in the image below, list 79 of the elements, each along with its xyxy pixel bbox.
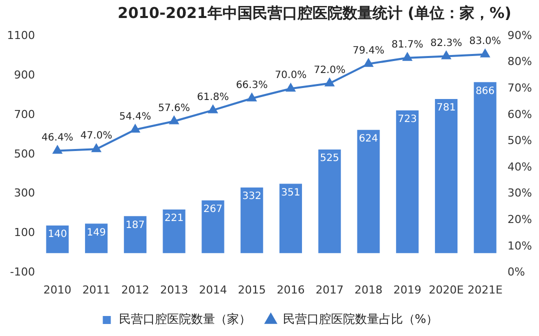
data-label: 723: [398, 114, 417, 125]
bar: [357, 130, 380, 254]
y2-tick-label: 60%: [508, 108, 532, 121]
data-label: 81.7%: [391, 39, 424, 50]
x-tick-label: 2013: [160, 283, 188, 296]
y-tick-label: -100: [10, 266, 35, 279]
bar: [124, 216, 146, 254]
data-label: 72.0%: [314, 64, 346, 76]
point: [208, 105, 218, 114]
x-tick-label: 2012: [121, 283, 150, 296]
x-tick-label: 2014: [198, 283, 227, 296]
data-label: 187: [126, 220, 145, 231]
data-label: 149: [86, 227, 106, 238]
point: [286, 84, 296, 92]
data-label: 61.8%: [197, 92, 229, 103]
bar: [240, 188, 264, 254]
data-label: 70.0%: [274, 70, 307, 82]
data-label: 54.4%: [119, 111, 152, 122]
data-label: 351: [281, 187, 300, 198]
x-tick-label: 2010: [43, 283, 72, 296]
y2-tick-label: 90%: [508, 28, 532, 42]
data-label: 46.4%: [42, 132, 74, 144]
bar: [85, 224, 108, 254]
bar: [318, 149, 341, 254]
data-label: 624: [358, 134, 378, 145]
data-label: 221: [164, 213, 184, 224]
bar: [474, 82, 496, 254]
data-label: 79.4%: [352, 45, 384, 56]
y2-tick-label: 30%: [508, 186, 532, 200]
x-tick-label: 2020E: [428, 283, 464, 296]
x-tick-label: 2017: [316, 283, 344, 296]
x-tick-label: 2019: [393, 283, 422, 296]
x-tick-label: 2015: [238, 283, 266, 296]
x-tick-label: 2011: [82, 283, 110, 296]
y2-tick-label: 80%: [508, 55, 532, 68]
point: [247, 93, 256, 102]
chart-title: 2010-2021年中国民营口腔医院数量统计 (单位：家，%): [116, 3, 512, 24]
y-tick-label: 500: [14, 147, 35, 160]
y2-tick-label: 20%: [508, 213, 532, 226]
point: [52, 146, 62, 154]
data-label: 57.6%: [158, 102, 190, 114]
x-tick-label: 2016: [276, 283, 305, 296]
point: [325, 78, 334, 86]
point: [170, 116, 179, 124]
data-label: 66.3%: [236, 80, 268, 91]
y-tick-label: 700: [14, 108, 35, 121]
data-label: 267: [203, 204, 222, 215]
data-label: 83.0%: [469, 36, 501, 48]
point: [402, 52, 412, 61]
y-tick-label: 900: [14, 68, 35, 82]
y-tick-label: 300: [14, 186, 35, 200]
point: [364, 58, 373, 67]
point: [130, 124, 140, 133]
data-label: 47.0%: [80, 130, 112, 142]
data-label: 82.3%: [430, 38, 462, 49]
legend-label: 民营口腔医院数量（家）: [118, 312, 251, 326]
bar: [396, 110, 419, 254]
data-label: 866: [476, 86, 495, 97]
y-tick-label: 100: [14, 226, 35, 240]
bar: [162, 209, 186, 254]
y2-tick-label: 40%: [508, 160, 532, 174]
point: [480, 49, 490, 58]
x-tick-label: 2018: [354, 283, 382, 296]
bar: [202, 200, 224, 254]
y2-tick-label: 70%: [508, 81, 532, 94]
y2-tick-label: 0%: [508, 266, 526, 279]
bar: [279, 184, 302, 254]
data-label: 332: [242, 191, 262, 202]
bar: [434, 98, 458, 254]
y-tick-label: 1100: [6, 28, 35, 42]
legend-label: 民营口腔医院数量占比（%）: [282, 312, 438, 326]
y2-tick-label: 50%: [508, 134, 532, 148]
point: [442, 51, 451, 60]
data-label: 525: [320, 153, 340, 164]
x-tick-label: 2021E: [468, 283, 503, 296]
y2-tick-label: 10%: [508, 239, 532, 252]
point: [92, 144, 101, 152]
data-label: 781: [436, 102, 456, 114]
data-label: 140: [48, 229, 67, 240]
